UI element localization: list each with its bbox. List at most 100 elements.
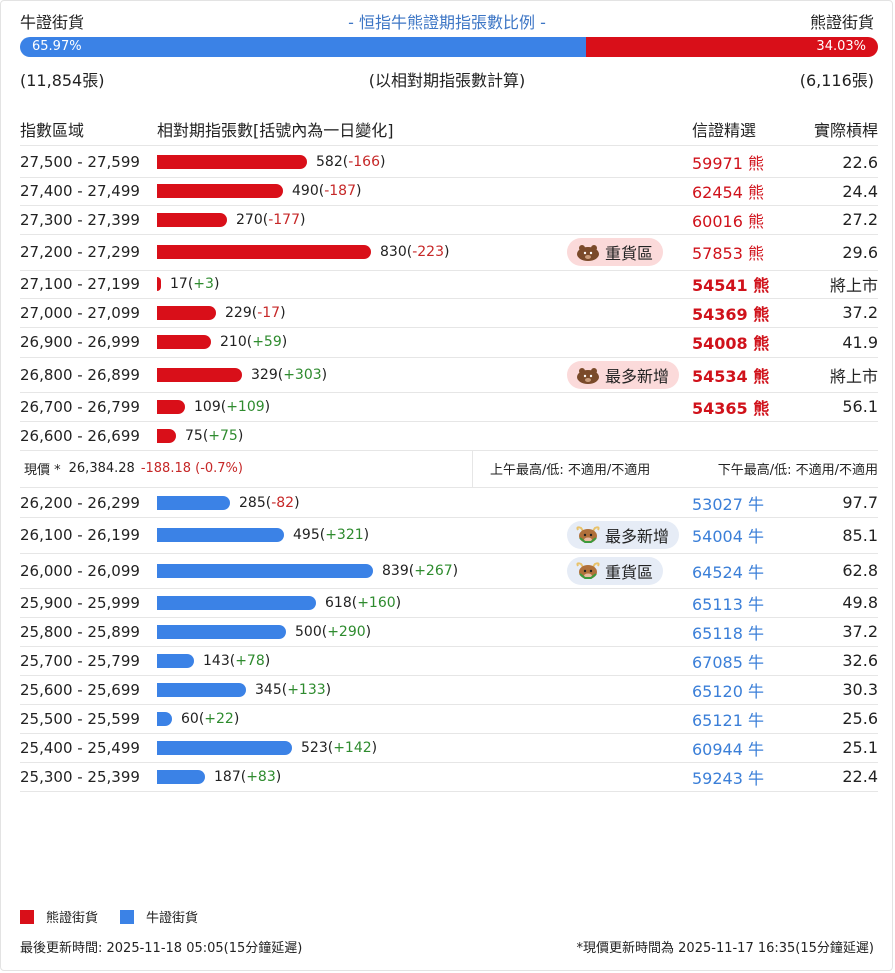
bear-row: 27,200 - 27,299 830(-223) 重貨區 57853 熊 29.6 [20, 234, 878, 271]
count-note: (以相對期指張數計算) [368, 71, 526, 90]
qty-cell: 60(+22) [157, 704, 239, 733]
most-added-badge: 最多新增 [567, 360, 680, 389]
legend-bear-swatch [20, 909, 34, 924]
bear-warrant-code-link[interactable]: 57853 熊 [692, 244, 764, 263]
bull-row: 26,000 - 26,099 839(+267) 重貨區 64524 牛 62.8 [20, 553, 878, 589]
qty-value: 270 [236, 211, 263, 228]
qty-value: 830 [380, 244, 407, 260]
ratio-bar: 65.97% 34.03% [20, 37, 878, 57]
qty-value: 109 [194, 398, 221, 415]
bull-row: 25,500 - 25,599 60(+22) 65121 牛 25.6 [20, 704, 878, 734]
bull-warrant-code-link[interactable]: 64524 牛 [692, 562, 764, 582]
price-label: 現價 * [24, 463, 61, 478]
qty-value: 210 [220, 334, 247, 350]
ratio-counts: (11,854張) (以相對期指張數計算) (6,116張) [20, 67, 874, 90]
qty-value: 523 [301, 739, 328, 756]
bull-warrant-code-link[interactable]: 65120 牛 [692, 681, 764, 701]
qty-cell: 495(+321) [157, 517, 369, 553]
bear-warrant-code-link[interactable]: 54541 熊 [692, 276, 770, 295]
qty-cell: 187(+83) [157, 762, 281, 791]
qty-change: (+109) [220, 398, 271, 415]
qty-cell: 285(-82) [157, 488, 300, 517]
qty-label: 17(+3) [170, 276, 219, 292]
am-high-low: 上午最高/低: 不適用/不適用 [490, 463, 651, 478]
index-range: 27,000 - 27,099 [20, 303, 140, 322]
qty-label: 329(+303) [251, 367, 327, 383]
bear-row: 26,900 - 26,999 210(+59) 54008 熊 41.9 [20, 327, 878, 358]
qty-label: 500(+290) [295, 624, 371, 640]
qty-value: 285 [239, 494, 266, 511]
bull-warrant-code-link[interactable]: 65113 牛 [692, 594, 764, 614]
qty-value: 345 [255, 681, 282, 698]
leverage-value: 將上市 [829, 276, 878, 295]
bear-row: 27,400 - 27,499 490(-187) 62454 熊 24.4 [20, 177, 878, 206]
qty-label: 345(+133) [255, 682, 331, 698]
bear-qty-bar [157, 305, 216, 320]
qty-cell: 523(+142) [157, 733, 377, 762]
bull-warrant-code-link[interactable]: 65121 牛 [692, 710, 764, 730]
legend-bear-label: 熊證街貨 [46, 911, 99, 926]
bull-row: 25,900 - 25,999 618(+160) 65113 牛 49.8 [20, 588, 878, 618]
bull-warrant-code-link[interactable]: 53027 牛 [692, 494, 764, 514]
index-range: 25,700 - 25,799 [20, 651, 140, 670]
qty-label: 523(+142) [301, 740, 377, 756]
qty-value: 500 [295, 623, 322, 640]
bull-icon [575, 561, 605, 581]
ratio-header: 牛證街貨 - 恒指牛熊證期指張數比例 - 熊證街貨 [20, 9, 874, 33]
bear-warrant-code-link[interactable]: 54369 熊 [692, 304, 770, 324]
qty-cell: 229(-17) [157, 298, 286, 327]
qty-value: 60 [181, 710, 199, 727]
header-range: 指數區域 [20, 121, 85, 140]
bear-warrant-code-link[interactable]: 60016 熊 [692, 211, 764, 231]
qty-change: (-17) [251, 304, 286, 321]
qty-value: 17 [170, 276, 188, 292]
bull-row: 25,300 - 25,399 187(+83) 59243 牛 22.4 [20, 762, 878, 792]
bull-warrant-code-link[interactable]: 54004 牛 [692, 527, 764, 546]
leverage-value: 62.8 [842, 561, 878, 580]
bull-qty-bar [157, 682, 246, 697]
bull-row: 25,400 - 25,499 523(+142) 60944 牛 25.1 [20, 733, 878, 763]
qty-change: (+267) [408, 562, 459, 579]
bear-qty-bar [157, 212, 227, 227]
qty-change: (-166) [342, 154, 386, 170]
bear-warrant-code-link[interactable]: 54365 熊 [692, 398, 770, 418]
bull-row: 26,200 - 26,299 285(-82) 53027 牛 97.7 [20, 488, 878, 518]
leverage-value: 30.3 [842, 680, 878, 699]
bull-warrant-code-link[interactable]: 65118 牛 [692, 623, 764, 643]
qty-value: 187 [214, 768, 241, 785]
bear-warrant-code-link[interactable]: 54534 熊 [692, 366, 770, 386]
bear-row: 27,100 - 27,199 17(+3) 54541 熊 將上市 [20, 270, 878, 299]
index-range: 27,200 - 27,299 [20, 243, 140, 261]
bear-warrant-code-link[interactable]: 59971 熊 [692, 154, 764, 173]
qty-change: (-187) [318, 183, 362, 199]
index-range: 25,300 - 25,399 [20, 767, 140, 786]
bear-qty-bar [157, 277, 161, 291]
bull-row: 25,700 - 25,799 143(+78) 67085 牛 32.6 [20, 646, 878, 676]
bull-warrant-code-link[interactable]: 59243 牛 [692, 768, 764, 788]
header-qty: 相對期指張數[括號內為一日變化] [157, 121, 394, 140]
bear-warrant-code-link[interactable]: 62454 熊 [692, 183, 764, 202]
qty-value: 329 [251, 366, 278, 383]
bear-qty-bar [157, 184, 283, 198]
header-pick: 信證精選 [692, 121, 757, 140]
bull-warrant-code-link[interactable]: 67085 牛 [692, 652, 764, 672]
qty-value: 490 [292, 183, 319, 199]
bull-qty-bar [157, 495, 230, 510]
qty-label: 60(+22) [181, 711, 239, 727]
leverage-value: 25.6 [842, 709, 878, 728]
bear-warrant-code-link[interactable]: 54008 熊 [692, 334, 770, 353]
price-divider [472, 450, 473, 487]
qty-label: 582(-166) [316, 154, 385, 170]
price-change: -188.18 (-0.7%) [140, 461, 243, 476]
index-range: 26,000 - 26,099 [20, 561, 140, 580]
qty-cell: 270(-177) [157, 205, 305, 234]
qty-change: (+321) [319, 527, 370, 543]
qty-change: (+75) [202, 427, 244, 444]
index-range: 26,600 - 26,699 [20, 426, 140, 445]
qty-value: 582 [316, 154, 343, 170]
qty-cell: 143(+78) [157, 646, 270, 675]
legend-bear: 熊證街貨 [20, 907, 98, 926]
bull-warrant-code-link[interactable]: 60944 牛 [692, 739, 764, 759]
bull-row: 26,100 - 26,199 495(+321) 最多新增 54004 牛 85.1 [20, 517, 878, 554]
qty-change: (+303) [277, 366, 328, 383]
